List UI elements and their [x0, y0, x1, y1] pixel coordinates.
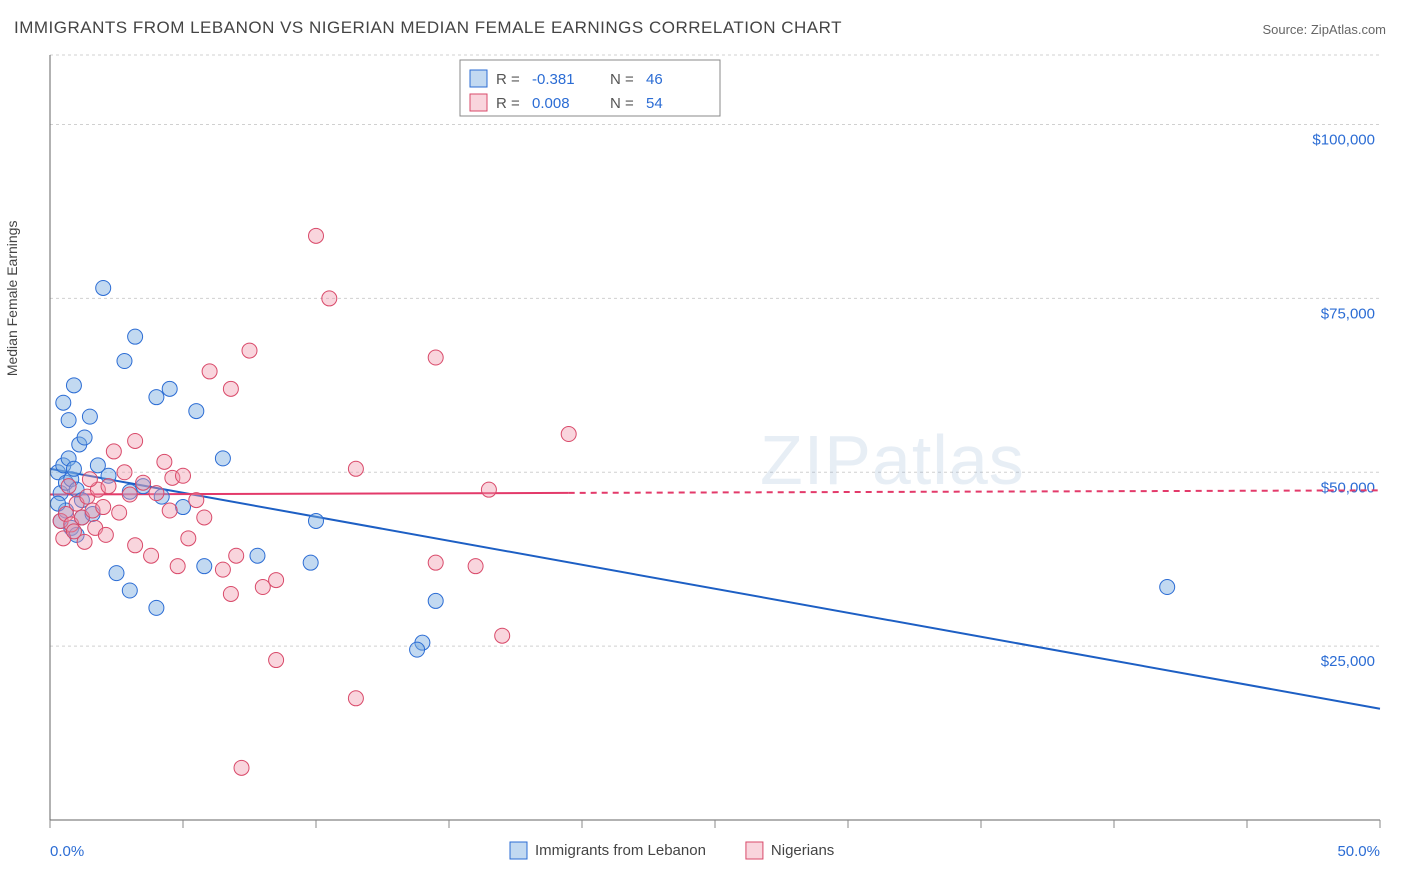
svg-text:54: 54 — [646, 95, 663, 112]
svg-text:-0.381: -0.381 — [532, 71, 575, 88]
svg-text:N =: N = — [610, 95, 634, 112]
svg-text:R =: R = — [496, 71, 520, 88]
chart-container: IMMIGRANTS FROM LEBANON VS NIGERIAN MEDI… — [0, 0, 1406, 892]
svg-text:N =: N = — [610, 71, 634, 88]
svg-text:$100,000: $100,000 — [1312, 132, 1375, 149]
svg-text:0.0%: 0.0% — [50, 843, 84, 860]
svg-text:$25,000: $25,000 — [1321, 653, 1375, 670]
svg-text:0.008: 0.008 — [532, 95, 570, 112]
svg-text:R =: R = — [496, 95, 520, 112]
chart-title: IMMIGRANTS FROM LEBANON VS NIGERIAN MEDI… — [14, 18, 842, 38]
source-label: Source: ZipAtlas.com — [1262, 22, 1386, 37]
scatter-chart: $25,000 $50,000 $75,000 $100,000 0.0% 50.0% R … — [0, 0, 1406, 892]
svg-text:Immigrants from Lebanon: Immigrants from Lebanon — [535, 842, 706, 859]
svg-text:46: 46 — [646, 71, 663, 88]
svg-text:$75,000: $75,000 — [1321, 305, 1375, 322]
y-axis-label: Median Female Earnings — [4, 221, 20, 377]
svg-text:$50,000: $50,000 — [1321, 479, 1375, 496]
svg-text:Nigerians: Nigerians — [771, 842, 834, 859]
svg-text:50.0%: 50.0% — [1337, 843, 1380, 860]
